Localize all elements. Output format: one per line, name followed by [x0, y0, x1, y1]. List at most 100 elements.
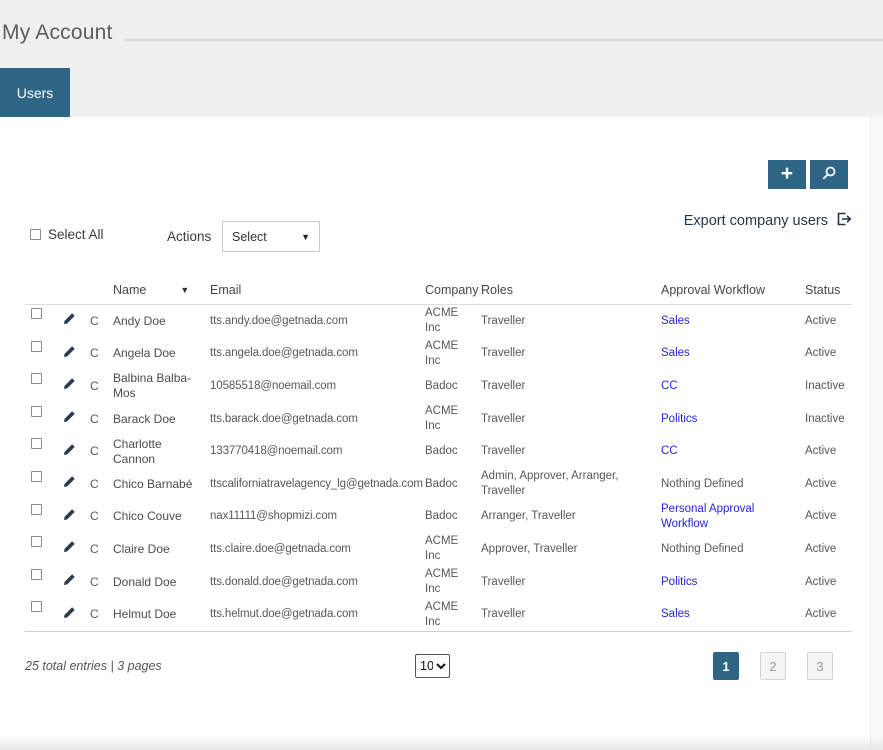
top-band: My Account Users — [0, 0, 883, 117]
status-cell: Active — [805, 477, 837, 490]
workflow-link[interactable]: CC — [661, 379, 678, 392]
status-cell: Active — [805, 510, 837, 523]
edit-button[interactable] — [63, 606, 90, 624]
page-button-1[interactable]: 1 — [713, 652, 739, 680]
company-letter: C — [90, 574, 99, 589]
name-cell: Chico Couve — [113, 509, 182, 524]
workflow-link[interactable]: Sales — [661, 347, 690, 360]
workflow-link[interactable]: Sales — [661, 608, 690, 621]
column-header-status[interactable]: Status — [805, 283, 841, 297]
edit-button[interactable] — [63, 540, 90, 558]
scrollbar-gutter[interactable] — [870, 117, 883, 750]
page-button-3[interactable]: 3 — [807, 652, 833, 680]
table-row: C Claire Doe tts.claire.doe@getnada.com … — [25, 533, 852, 566]
workflow-link: Nothing Defined — [661, 477, 744, 490]
name-cell: Helmut Doe — [113, 607, 177, 622]
status-cell: Active — [805, 347, 837, 360]
row-checkbox[interactable] — [31, 438, 42, 450]
actions-label: Actions — [167, 229, 212, 244]
column-header-workflow[interactable]: Approval Workflow — [661, 283, 765, 297]
company-letter: C — [90, 346, 99, 361]
page-button-2[interactable]: 2 — [760, 652, 786, 680]
page-title: My Account — [2, 21, 113, 44]
name-cell: Barack Doe — [113, 411, 176, 426]
company-cell: Badoc — [425, 445, 458, 458]
row-checkbox[interactable] — [31, 503, 42, 515]
company-letter: C — [90, 444, 99, 459]
row-checkbox[interactable] — [31, 568, 42, 580]
workflow-link[interactable]: Politics — [661, 412, 698, 425]
company-cell: ACME Inc — [425, 535, 459, 563]
roles-cell: Approver, Traveller — [481, 542, 578, 555]
row-checkbox[interactable] — [31, 373, 42, 385]
select-all-checkbox[interactable] — [30, 229, 41, 240]
table-row: C Chico Couve nax11111@shopmizi.com Bado… — [25, 501, 852, 534]
pencil-icon — [63, 540, 76, 558]
edit-button[interactable] — [63, 410, 90, 428]
company-cell: ACME Inc — [425, 405, 459, 433]
name-cell: Chico Barnabé — [113, 476, 193, 491]
pencil-icon — [63, 475, 76, 493]
actions-select[interactable]: Select ▼ — [222, 221, 320, 252]
table-row: C Angela Doe tts.angela.doe@getnada.com … — [25, 338, 852, 371]
edit-button[interactable] — [63, 377, 90, 395]
column-header-company[interactable]: Company — [425, 283, 479, 297]
name-cell: Charlotte Cannon — [113, 436, 162, 466]
edit-button[interactable] — [63, 475, 90, 493]
export-company-users-link[interactable]: Export company users — [684, 211, 852, 231]
row-checkbox[interactable] — [31, 340, 42, 352]
company-letter: C — [90, 607, 99, 622]
company-letter: C — [90, 313, 99, 328]
workflow-link: Nothing Defined — [661, 542, 744, 555]
edit-button[interactable] — [63, 345, 90, 363]
pencil-icon — [63, 443, 76, 461]
select-all-control: Select All — [30, 227, 104, 242]
pagination: 1 2 3 — [713, 652, 833, 680]
roles-cell: Traveller — [481, 412, 526, 425]
company-letter: C — [90, 541, 99, 556]
company-cell: ACME Inc — [425, 339, 459, 367]
row-checkbox[interactable] — [31, 470, 42, 482]
search-button[interactable] — [810, 160, 848, 189]
pencil-icon — [63, 508, 76, 526]
company-letter: C — [90, 378, 99, 393]
name-cell: Claire Doe — [113, 541, 170, 556]
company-cell: Badoc — [425, 510, 458, 523]
table-row: C Donald Doe tts.donald.doe@getnada.com … — [25, 566, 852, 599]
page-size-select[interactable]: 10 — [415, 654, 450, 678]
email-cell: tts.donald.doe@getnada.com — [210, 575, 358, 588]
workflow-link[interactable]: Personal Approval Workflow — [661, 502, 755, 530]
edit-button[interactable] — [63, 508, 90, 526]
title-divider — [123, 39, 883, 41]
name-cell: Angela Doe — [113, 346, 176, 361]
edit-button[interactable] — [63, 573, 90, 591]
pencil-icon — [63, 345, 76, 363]
edit-button[interactable] — [63, 312, 90, 330]
edit-button[interactable] — [63, 443, 90, 461]
company-cell: Badoc — [425, 379, 458, 392]
column-header-roles[interactable]: Roles — [481, 283, 513, 297]
company-letter: C — [90, 476, 99, 491]
pencil-icon — [63, 377, 76, 395]
workflow-link[interactable]: CC — [661, 445, 678, 458]
workflow-link[interactable]: Sales — [661, 314, 690, 327]
search-icon — [821, 165, 837, 184]
table-row: C Chico Barnabé ttscaliforniatravelagenc… — [25, 468, 852, 501]
row-checkbox[interactable] — [31, 536, 42, 548]
row-checkbox[interactable] — [31, 405, 42, 417]
add-user-button[interactable]: + — [768, 160, 806, 189]
export-icon — [835, 211, 852, 231]
roles-cell: Traveller — [481, 379, 526, 392]
status-cell: Active — [805, 575, 837, 588]
tab-users[interactable]: Users — [0, 68, 70, 117]
column-header-name[interactable]: Name ▼ — [113, 283, 190, 297]
select-all-label: Select All — [48, 227, 104, 242]
roles-cell: Traveller — [481, 575, 526, 588]
company-cell: ACME Inc — [425, 600, 459, 628]
row-checkbox[interactable] — [31, 308, 42, 319]
workflow-link[interactable]: Politics — [661, 575, 698, 588]
row-checkbox[interactable] — [31, 601, 42, 613]
roles-cell: Traveller — [481, 314, 526, 327]
name-cell: Andy Doe — [113, 313, 166, 328]
column-header-email[interactable]: Email — [210, 283, 242, 297]
